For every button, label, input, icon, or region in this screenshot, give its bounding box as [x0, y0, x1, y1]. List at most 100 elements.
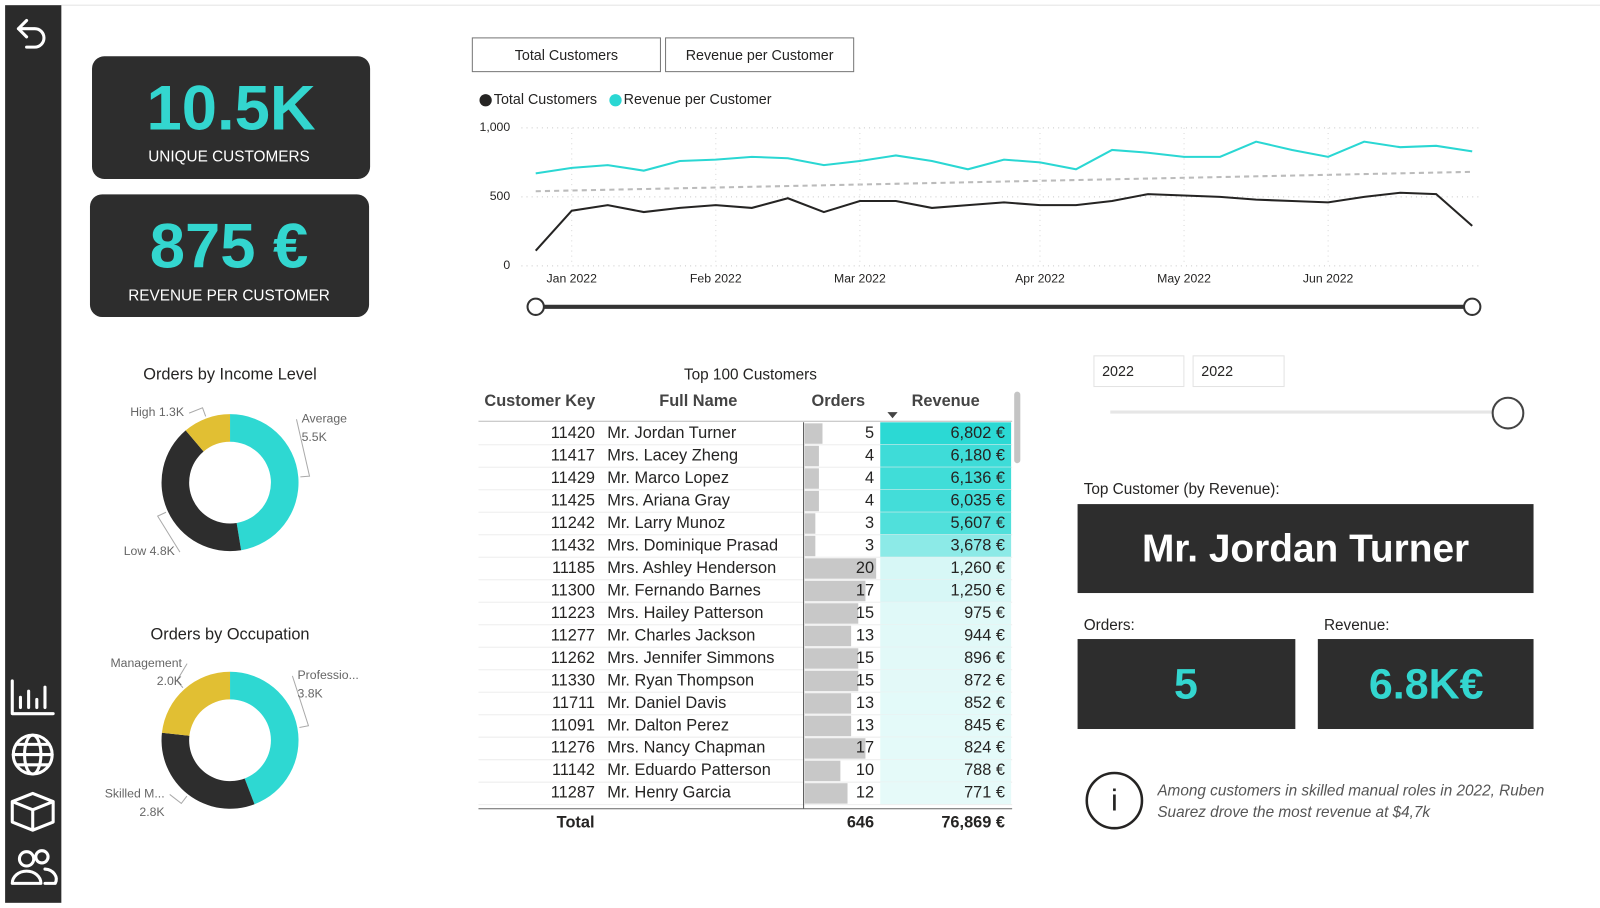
leader-line: [176, 663, 188, 689]
cell-key: 11242: [551, 514, 595, 532]
orders-bar: [804, 715, 852, 737]
slice-value: 2.0K: [157, 674, 183, 688]
cell-name: Mr. Ryan Thompson: [607, 671, 754, 689]
slice-value: 2.8K: [139, 805, 165, 819]
legend-marker: [609, 94, 622, 107]
total-revenue: 76,869 €: [941, 813, 1005, 831]
revenue-cell: [880, 714, 1012, 738]
legend-label: Revenue per Customer: [624, 92, 772, 108]
cell-name: Mrs. Hailey Patterson: [607, 604, 763, 622]
scrollbar[interactable]: [1014, 391, 1021, 464]
cell-revenue: 5,607 €: [950, 514, 1005, 532]
chart-title: Orders by Income Level: [143, 366, 317, 384]
cell-revenue: 845 €: [964, 716, 1005, 734]
legend-label: Total Customers: [494, 92, 597, 108]
cell-key: 11300: [551, 581, 595, 599]
cell-revenue: 872 €: [964, 671, 1005, 689]
nav-users-icon[interactable]: [10, 849, 58, 885]
cell-name: Mrs. Ashley Henderson: [607, 559, 776, 577]
cell-name: Mrs. Nancy Chapman: [607, 739, 765, 757]
cell-key: 11276: [551, 739, 595, 757]
cell-key: 11142: [552, 761, 595, 779]
cell-name: Mr. Larry Munoz: [607, 514, 725, 532]
cell-orders: 17: [856, 739, 874, 757]
orders-bar: [804, 760, 841, 782]
orders-bar: [804, 558, 877, 579]
revenue-value: 6.8K€: [1369, 660, 1484, 708]
donut-slice: [230, 671, 299, 805]
cell-name: Mr. Charles Jackson: [607, 626, 755, 644]
cell-orders: 5: [865, 424, 874, 442]
kpi-label: REVENUE PER CUSTOMER: [128, 288, 330, 305]
cell-key: 11277: [551, 626, 595, 644]
cell-revenue: 6,136 €: [950, 469, 1005, 487]
orders-caption: Orders:: [1084, 617, 1135, 634]
cell-orders: 20: [856, 559, 874, 577]
cell-key: 11287: [551, 784, 595, 802]
cell-orders: 12: [856, 784, 874, 802]
cell-name: Mr. Marco Lopez: [607, 469, 729, 487]
info-icon: [1085, 771, 1144, 830]
tab-button[interactable]: [665, 37, 855, 73]
nav-globe-icon[interactable]: [11, 733, 54, 776]
cell-revenue: 788 €: [964, 761, 1005, 779]
table: Top 100 Customers Customer Key Full Name Or…: [478, 366, 1021, 831]
slice-name: Low: [124, 544, 147, 558]
slice-name: Skilled M...: [105, 787, 165, 801]
revenue-cell: [880, 759, 1012, 783]
slider-handle[interactable]: [1463, 297, 1482, 316]
slicer-box[interactable]: [1093, 355, 1185, 388]
insight-box: Among customers in skilled manual roles …: [1157, 782, 1544, 821]
donut-slice: [161, 430, 242, 552]
nav-chart-icon[interactable]: [10, 679, 55, 716]
revenue-card: [1317, 639, 1534, 730]
orders-bar: [804, 423, 823, 444]
orders-bar: [804, 648, 859, 669]
revenue-cell: [880, 467, 1012, 490]
slicer-from: 2022: [1102, 364, 1134, 380]
kpi-card: [92, 56, 371, 179]
x-tick-label: Jun 2022: [1303, 271, 1354, 285]
slice-value: 5.5K: [302, 430, 328, 444]
leader-line: [156, 511, 181, 553]
cell-name: Mr. Fernando Barnes: [607, 581, 761, 599]
slider-handle[interactable]: [526, 297, 545, 316]
cell-revenue: 975 €: [964, 604, 1005, 622]
cell-revenue: 852 €: [964, 694, 1005, 712]
nav-box-icon[interactable]: [10, 791, 55, 832]
slicer-box[interactable]: [1192, 355, 1285, 388]
revenue-cell: [880, 624, 1012, 648]
cell-name: Mrs. Dominique Prasad: [607, 536, 778, 554]
sort-indicator: [887, 412, 898, 419]
x-tick-label: Mar 2022: [834, 271, 886, 285]
revenue-cell: [880, 512, 1012, 535]
table-title: Top 100 Customers: [684, 366, 817, 383]
orders-value: 5: [1174, 660, 1198, 708]
x-tick-label: Jan 2022: [547, 271, 598, 285]
slider-handle[interactable]: [1491, 396, 1525, 430]
legend-marker: [479, 94, 492, 107]
kpi-value: 10.5K: [146, 73, 315, 143]
cell-orders: 13: [856, 626, 874, 644]
donut-slice: [161, 732, 255, 809]
column-header: Full Name: [659, 392, 737, 410]
revenue-cell: [880, 602, 1012, 625]
cell-key: 11223: [551, 604, 595, 622]
cell-key: 11420: [551, 424, 595, 442]
cell-orders: 10: [856, 761, 874, 779]
back-button[interactable]: [16, 18, 46, 49]
kpi-card: [89, 194, 370, 318]
revenue-caption: Revenue:: [1324, 617, 1390, 634]
orders-bar: [804, 625, 852, 647]
cell-name: Mr. Daniel Davis: [607, 694, 726, 712]
slice-name: High: [130, 405, 155, 419]
sidebar-icons: [10, 18, 58, 885]
cell-orders: 4: [865, 469, 874, 487]
top-customer-name: Mr. Jordan Turner: [1142, 527, 1469, 570]
slice-name: Management: [110, 656, 182, 670]
line-series: [535, 140, 1473, 175]
tab-button[interactable]: [471, 37, 661, 73]
column-header: Orders: [812, 392, 866, 410]
cell-name: Mr. Dalton Perez: [607, 716, 729, 734]
